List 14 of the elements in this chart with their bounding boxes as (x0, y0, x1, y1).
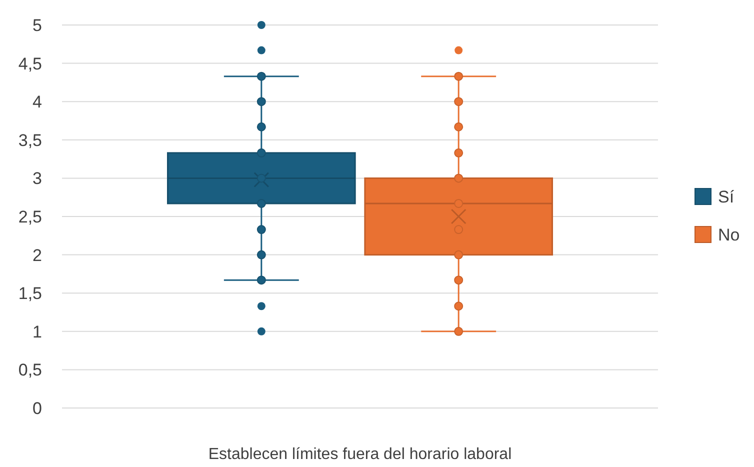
y-tick-label: 4 (32, 92, 42, 112)
y-tick-label: 1,5 (18, 284, 42, 304)
y-tick-label: 3,5 (18, 130, 42, 150)
y-tick-label: 4,5 (18, 54, 42, 74)
y-tick-label: 2,5 (18, 207, 42, 226)
y-tick-label: 0,5 (18, 360, 42, 380)
legend-label: No (718, 225, 740, 244)
y-tick-label: 5 (32, 16, 42, 35)
x-tick-label: Establecen límites fuera del horario laboral (208, 446, 512, 463)
legend-label: Sí (718, 187, 734, 206)
y-tick-label: 3 (32, 169, 42, 188)
y-tick-label: 2 (32, 246, 42, 265)
y-tick-label: 1 (32, 322, 42, 342)
y-tick-label: 0 (32, 398, 42, 418)
